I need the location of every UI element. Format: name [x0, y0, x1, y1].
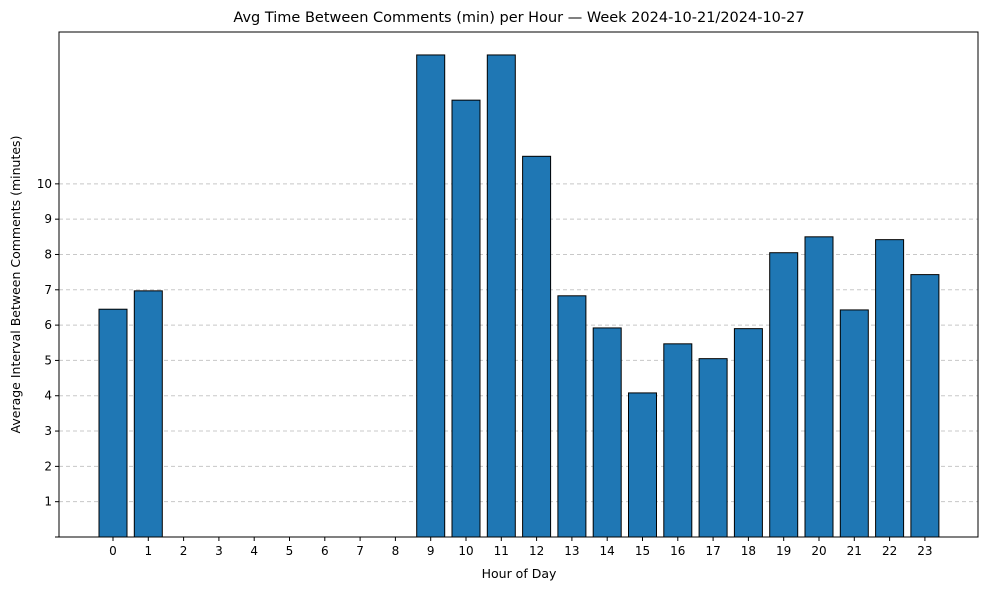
x-axis-ticks: 0 1 2 3 4 5 6 7 8 9 10 11 12 13 14 15 16 17 18 19 20 21 22 23: [109, 537, 933, 558]
bar-hour-14: [592, 327, 622, 538]
bar-hour-23: [910, 274, 940, 538]
x-tick-label-15: 15: [635, 544, 650, 558]
x-tick-label-20: 20: [811, 544, 826, 558]
bars: [98, 54, 940, 538]
y-tick-label-9: 9: [44, 212, 52, 226]
bar-hour-1: [133, 290, 163, 538]
bar-hour-9: [416, 54, 446, 538]
x-tick-label-8: 8: [392, 544, 400, 558]
y-axis-label: Average Interval Between Comments (minut…: [8, 136, 23, 434]
y-tick-label-7: 7: [44, 283, 52, 297]
x-tick-label-2: 2: [180, 544, 188, 558]
x-tick-label-0: 0: [109, 544, 117, 558]
x-tick-label-7: 7: [356, 544, 364, 558]
y-tick-label-8: 8: [44, 247, 52, 261]
x-tick-label-16: 16: [670, 544, 685, 558]
x-tick-label-9: 9: [427, 544, 435, 558]
y-axis-ticks: 1 2 3 4 5 6 7 8 9 10: [37, 177, 59, 538]
x-tick-label-13: 13: [564, 544, 579, 558]
x-tick-label-4: 4: [250, 544, 258, 558]
x-tick-label-1: 1: [144, 544, 152, 558]
x-tick-label-18: 18: [741, 544, 756, 558]
y-tick-label-1: 1: [44, 495, 52, 509]
y-tick-label-4: 4: [44, 389, 52, 403]
bar-hour-13: [557, 295, 587, 538]
bar-hour-0: [98, 308, 128, 538]
bar-hour-19: [769, 252, 799, 538]
bar-hour-18: [733, 328, 763, 538]
bar-hour-22: [875, 239, 905, 538]
bar-hour-12: [522, 155, 552, 538]
y-tick-label-2: 2: [44, 459, 52, 473]
y-tick-label-3: 3: [44, 424, 52, 438]
bar-hour-11: [486, 54, 516, 538]
x-tick-label-19: 19: [776, 544, 791, 558]
x-tick-label-22: 22: [882, 544, 897, 558]
chart-title: Avg Time Between Comments (min) per Hour…: [233, 10, 804, 26]
plot-frame: [58, 31, 979, 538]
x-tick-label-12: 12: [529, 544, 544, 558]
x-tick-label-6: 6: [321, 544, 329, 558]
x-tick-label-17: 17: [705, 544, 720, 558]
x-tick-label-21: 21: [847, 544, 862, 558]
x-tick-label-23: 23: [917, 544, 932, 558]
x-axis-label: Hour of Day: [482, 566, 557, 581]
bar-hour-10: [451, 99, 481, 538]
bar-hour-17: [698, 358, 728, 538]
x-tick-label-10: 10: [458, 544, 473, 558]
bar-hour-16: [663, 343, 693, 538]
x-tick-label-14: 14: [600, 544, 615, 558]
bar-hour-20: [804, 236, 834, 538]
bar-hour-15: [628, 392, 657, 538]
y-tick-label-5: 5: [44, 353, 52, 367]
x-tick-label-5: 5: [286, 544, 294, 558]
y-tick-label-6: 6: [44, 318, 52, 332]
y-tick-label-10: 10: [37, 177, 52, 191]
x-tick-label-3: 3: [215, 544, 223, 558]
bar-hour-21: [839, 309, 869, 538]
x-tick-label-11: 11: [494, 544, 509, 558]
